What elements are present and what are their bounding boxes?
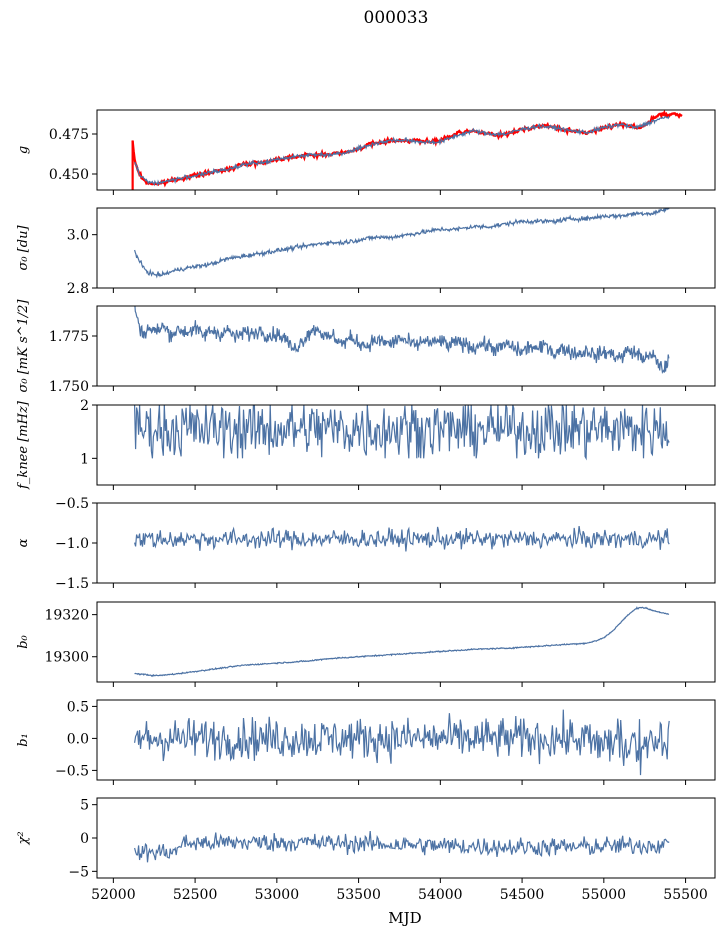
y-tick-label: 1.750: [49, 379, 89, 395]
x-axis-label: MJD: [388, 909, 421, 927]
y-tick-label: 0.0: [67, 731, 89, 747]
series-line-1-1: [131, 110, 683, 188]
x-tick-label: 55500: [663, 887, 708, 903]
y-tick-label: 2: [80, 398, 89, 414]
y-axis-label: g: [16, 146, 31, 154]
y-tick-label: 5: [80, 798, 89, 814]
x-tick-label: 52000: [91, 887, 136, 903]
x-tick-label: 54500: [500, 887, 545, 903]
y-tick-label: 1: [80, 451, 89, 467]
y-tick-label: 0.5: [67, 699, 89, 715]
y-axis-label: χ²: [16, 831, 31, 845]
y-tick-label: 2.8: [67, 281, 89, 297]
panel-frame: [96, 305, 716, 387]
panels: 0.450 0.475 g 2.8 3.0 σ₀ [du] 1.750 1.775 σ₀ [mK…: [16, 109, 716, 903]
y-tick-label: −5: [68, 864, 89, 880]
series-line-8-1: [134, 831, 670, 863]
series-line-7-1: [134, 709, 670, 776]
y-axis-label: b₁: [16, 733, 31, 747]
x-tick-label: 53500: [336, 887, 381, 903]
y-tick-label: 0.475: [49, 127, 89, 143]
panel-7: −0.5 0.0 0.5 b₁: [16, 699, 716, 785]
y-tick-label: −1.5: [55, 576, 89, 592]
series-line-5-1: [134, 526, 670, 552]
panel-2: 2.8 3.0 σ₀ [du]: [16, 207, 716, 297]
panel-frame: [96, 502, 716, 584]
panel-1: 0.450 0.475 g: [16, 109, 716, 195]
y-axis-label: σ₀ [mK s^1/2]: [16, 299, 31, 393]
y-tick-label: −1.0: [55, 536, 89, 552]
figure-title: 000033: [364, 8, 429, 28]
panel-frame: [96, 404, 716, 486]
panel-5: −1.5 −1.0 −0.5 α: [16, 496, 716, 592]
y-tick-label: 19300: [44, 650, 89, 666]
y-tick-label: 1.775: [49, 329, 89, 345]
series-line-6-1: [134, 606, 670, 678]
x-tick-label: 55000: [582, 887, 627, 903]
y-tick-label: 0.450: [49, 167, 89, 183]
x-tick-label: 53000: [255, 887, 300, 903]
y-axis-label: b₀: [16, 634, 31, 648]
series-line-3-1: [134, 306, 670, 374]
y-axis-label: f_knee [mHz]: [16, 400, 31, 490]
y-tick-label: 3.0: [67, 228, 89, 244]
panel-frame: [96, 601, 716, 683]
panel-frame: [96, 207, 716, 289]
x-tick-label: 52500: [173, 887, 218, 903]
y-tick-label: 19320: [44, 608, 89, 624]
panel-8: −5 0 5 χ² 52000 52500 53000 53500 54000 54500 5500…: [16, 797, 716, 903]
y-tick-label: −0.5: [55, 496, 89, 512]
panel-frame: [96, 699, 716, 781]
series-line-2-1: [134, 208, 670, 279]
series-line-4-1: [134, 405, 670, 461]
panel-3: 1.750 1.775 σ₀ [mK s^1/2]: [16, 299, 716, 395]
panel-4: 1 2 f_knee [mHz]: [16, 398, 716, 490]
panel-6: 19300 19320 b₀: [16, 601, 716, 687]
series-line-1-2: [134, 115, 670, 187]
x-tick-label: 54000: [418, 887, 463, 903]
y-tick-label: −0.5: [55, 763, 89, 779]
y-axis-label: α: [16, 538, 31, 547]
y-tick-label: 0: [80, 831, 89, 847]
y-axis-label: σ₀ [du]: [16, 225, 31, 271]
panel-frame: [96, 109, 716, 191]
